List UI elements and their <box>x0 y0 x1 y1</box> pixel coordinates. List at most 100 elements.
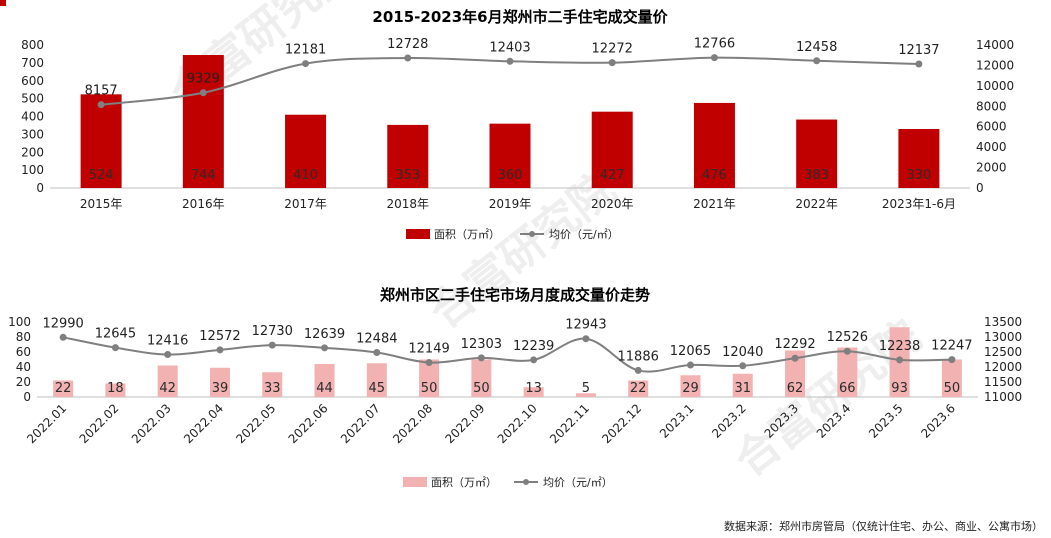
watermark-middle: 合富研究院 <box>420 163 625 339</box>
chart2-price-point <box>59 333 67 341</box>
chart2-legend-bar-swatch <box>403 477 427 487</box>
chart2-bar-value-label: 62 <box>787 381 804 396</box>
chart1-left-tick-label: 300 <box>21 127 44 141</box>
chart2-category-label: 2022.02 <box>77 401 122 446</box>
chart1-price-point <box>302 60 310 68</box>
chart1-bar <box>796 119 838 188</box>
chart1-bar <box>285 114 327 188</box>
chart1-bar <box>182 55 224 189</box>
chart2-price-value-label: 12238 <box>879 339 920 354</box>
chart1-bar-value-label: 524 <box>89 168 114 183</box>
chart1-bar-value-label: 410 <box>293 168 318 183</box>
chart2-price-value-label: 12239 <box>513 339 554 354</box>
chart1-right-tick-label: 0 <box>976 181 984 195</box>
chart1-right-tick-label: 12000 <box>976 58 1014 72</box>
chart1-category-label: 2016年 <box>182 197 225 211</box>
chart2-price-value-label: 12040 <box>722 345 763 360</box>
chart1-price-value-label: 12728 <box>387 37 428 52</box>
chart1-right-tick-label: 2000 <box>976 161 1007 175</box>
chart2-price-value-label: 12247 <box>931 339 972 354</box>
chart1-left-tick-label: 600 <box>21 74 44 88</box>
chart2-category-label: 2022.01 <box>24 401 69 446</box>
chart2-price-value-label: 11886 <box>618 349 659 364</box>
chart2-bar <box>314 364 335 397</box>
chart2-price-value-label: 12730 <box>252 324 293 339</box>
chart2-bar <box>785 350 806 397</box>
chart1-bar <box>591 111 633 188</box>
chart1-price-value-label: 9329 <box>187 72 220 87</box>
chart2-bar <box>471 359 492 397</box>
chart1-category-label: 2022年 <box>795 197 838 211</box>
chart2-bar <box>157 365 178 397</box>
chart2-right-tick-label: 12500 <box>984 345 1022 359</box>
chart2-bar <box>523 387 544 397</box>
chart1-title: 2015-2023年6月郑州市二手住宅成交量价 <box>372 8 668 26</box>
chart2-price-point <box>896 356 904 364</box>
chart1-bar-value-label: 383 <box>804 168 829 183</box>
chart2-bar-value-label: 18 <box>107 381 124 396</box>
chart2-bar-value-label: 13 <box>525 381 542 396</box>
chart2-price-point <box>111 344 119 352</box>
chart2-bar <box>680 375 701 397</box>
chart2-bar-value-label: 66 <box>839 381 856 396</box>
chart2-title: 郑州市区二手住宅市场月度成交量价走势 <box>380 286 650 304</box>
chart1-left-tick-label: 700 <box>21 56 44 70</box>
chart1-right-tick-label: 4000 <box>976 140 1007 154</box>
chart2-price-value-label: 12484 <box>356 331 397 346</box>
chart1-price-value-label: 12181 <box>285 43 326 58</box>
chart1-right-tick-label: 10000 <box>976 79 1014 93</box>
chart2-bar <box>262 372 283 397</box>
chart2-price-point <box>739 362 747 370</box>
chart1-bar-value-label: 744 <box>191 168 216 183</box>
chart1-price-point <box>915 60 923 68</box>
chart2-right-tick-label: 13000 <box>984 330 1022 344</box>
chart2-price-point <box>216 346 224 354</box>
chart2-price-point <box>634 366 642 374</box>
chart2-category-label: 2022.09 <box>442 401 487 446</box>
chart1-price-point <box>710 54 718 62</box>
chart1-category-label: 2019年 <box>489 197 532 211</box>
chart2-right-tick-label: 12000 <box>984 360 1022 374</box>
chart1-price-value-label: 12403 <box>489 40 530 55</box>
chart2-price-value-label: 12639 <box>304 327 345 342</box>
chart1-category-label: 2015年 <box>80 197 123 211</box>
chart2-left-tick-label: 80 <box>16 330 31 344</box>
chart2-bar-value-label: 39 <box>212 381 229 396</box>
chart2-category-label: 2023.5 <box>866 401 906 441</box>
chart2-right-tick-label: 11500 <box>984 375 1022 389</box>
chart2-bar <box>209 367 230 397</box>
chart1-price-point <box>608 59 616 67</box>
chart1-legend-line-label: 均价（元/㎡） <box>549 228 619 241</box>
data-source-note: 数据来源：郑州市房管局（仅统计住宅、办公、商业、公寓市场） <box>724 520 1043 533</box>
chart1-bar <box>387 124 429 188</box>
chart2-bar-value-label: 22 <box>55 381 72 396</box>
chart2-legend-bar-label: 面积（万㎡） <box>431 476 497 489</box>
chart1-price-value-label: 12766 <box>694 37 735 52</box>
chart2-legend: 面积（万㎡） 均价（元/㎡） <box>403 476 613 489</box>
chart1-price-value-label: 12458 <box>796 40 837 55</box>
chart2-bar <box>628 380 649 397</box>
chart2-price-point <box>948 356 956 364</box>
chart2-price-point <box>321 344 329 352</box>
chart1-price-value-label: 8157 <box>85 84 118 99</box>
chart2-bar-value-label: 93 <box>891 381 908 396</box>
chart2-price-value-label: 12990 <box>42 316 83 331</box>
chart1-legend: 面积（万㎡） 均价（元/㎡） <box>406 228 619 241</box>
chart2-bar-value-label: 44 <box>316 381 333 396</box>
chart1-category-label: 2020年 <box>591 197 634 211</box>
chart1-left-tick-label: 800 <box>21 38 44 52</box>
chart2-category-label: 2022.03 <box>129 401 174 446</box>
chart2-category-label: 2022.12 <box>599 401 644 446</box>
chart2-right-tick-label: 13500 <box>984 315 1022 329</box>
chart1-legend-bar-label: 面积（万㎡） <box>434 228 500 241</box>
chart1-bar-value-label: 476 <box>702 168 727 183</box>
chart2-bar-value-label: 50 <box>421 381 438 396</box>
chart2-category-label: 2023.1 <box>657 401 697 441</box>
chart1-bar <box>80 94 122 188</box>
chart2-category-label: 2023.6 <box>918 401 958 441</box>
chart1-bar-value-label: 353 <box>395 168 420 183</box>
chart2-left-tick-label: 20 <box>16 375 31 389</box>
chart1-bar <box>693 102 735 188</box>
chart2-price-value-label: 12065 <box>670 344 711 359</box>
chart2-price-value-label: 12416 <box>147 334 188 349</box>
